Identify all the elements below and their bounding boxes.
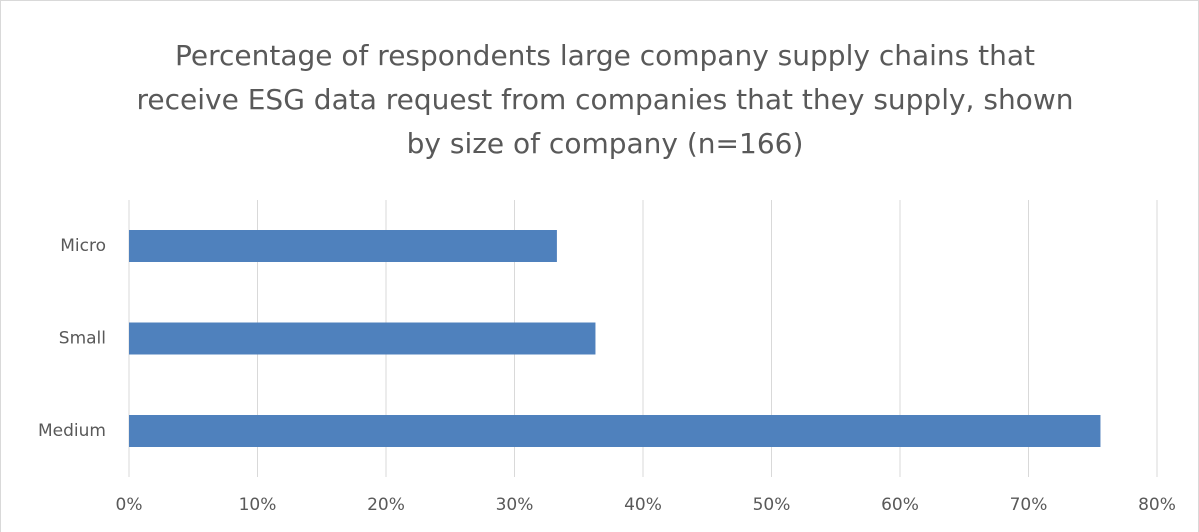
bar <box>129 322 596 355</box>
y-tick-label: Micro <box>60 236 106 256</box>
x-tick-label: 10% <box>239 495 277 515</box>
chart-title: Percentage of respondents large company … <box>136 39 1074 160</box>
x-tick-label: 20% <box>367 495 405 515</box>
x-tick-label: 50% <box>753 495 791 515</box>
x-tick-label: 30% <box>496 495 534 515</box>
x-tick-label: 0% <box>116 495 143 515</box>
y-tick-label: Medium <box>38 421 106 441</box>
bar <box>129 230 557 262</box>
x-tick-label: 60% <box>881 495 919 515</box>
x-tick-label: 80% <box>1138 495 1176 515</box>
y-tick-label: Small <box>59 329 106 349</box>
x-tick-label: 70% <box>1010 495 1048 515</box>
x-tick-label: 40% <box>624 495 662 515</box>
bar <box>129 415 1101 447</box>
